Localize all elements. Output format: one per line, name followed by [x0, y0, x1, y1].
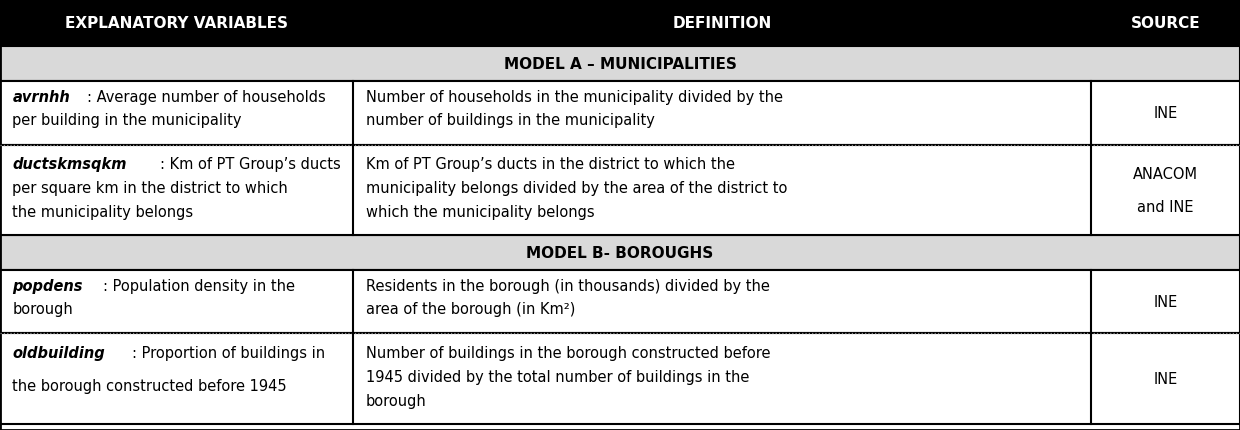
Text: number of buildings in the municipality: number of buildings in the municipality: [366, 113, 655, 128]
Text: : Average number of households: : Average number of households: [87, 90, 326, 105]
Text: avrnhh: avrnhh: [12, 90, 71, 105]
Text: the borough constructed before 1945: the borough constructed before 1945: [12, 378, 286, 393]
Text: : Proportion of buildings in: : Proportion of buildings in: [133, 345, 325, 360]
Bar: [1091, 270, 1240, 334]
Text: municipality belongs divided by the area of the district to: municipality belongs divided by the area…: [366, 181, 787, 196]
Text: DEFINITION: DEFINITION: [672, 16, 773, 31]
Bar: [353, 82, 1091, 145]
Text: oldbuilding: oldbuilding: [12, 345, 105, 360]
Bar: [353, 270, 1091, 334]
Text: and INE: and INE: [1137, 199, 1194, 214]
Text: borough: borough: [366, 393, 427, 408]
Bar: [1091, 82, 1240, 145]
Bar: [353, 0, 1091, 47]
Bar: [0, 334, 353, 424]
Bar: [0, 145, 1240, 236]
Bar: [1091, 0, 1240, 47]
Text: INE: INE: [1153, 295, 1178, 309]
Text: Number of buildings in the borough constructed before: Number of buildings in the borough const…: [366, 345, 770, 360]
Text: which the municipality belongs: which the municipality belongs: [366, 205, 594, 220]
Text: SOURCE: SOURCE: [1131, 16, 1200, 31]
Text: 1945 divided by the total number of buildings in the: 1945 divided by the total number of buil…: [366, 369, 749, 384]
Text: per building in the municipality: per building in the municipality: [12, 113, 242, 128]
Bar: [0, 82, 1240, 145]
Text: : Km of PT Group’s ducts: : Km of PT Group’s ducts: [160, 157, 341, 172]
Text: MODEL B- BOROUGHS: MODEL B- BOROUGHS: [526, 246, 714, 260]
Bar: [0, 82, 353, 145]
Bar: [1091, 334, 1240, 424]
Bar: [0, 236, 1240, 270]
Text: EXPLANATORY VARIABLES: EXPLANATORY VARIABLES: [66, 16, 288, 31]
Text: INE: INE: [1153, 372, 1178, 386]
Bar: [1091, 145, 1240, 236]
Text: the municipality belongs: the municipality belongs: [12, 205, 193, 220]
Text: ductskmsqkm: ductskmsqkm: [12, 157, 126, 172]
Bar: [0, 334, 1240, 424]
Text: MODEL A – MUNICIPALITIES: MODEL A – MUNICIPALITIES: [503, 57, 737, 72]
Bar: [0, 270, 353, 334]
Text: : Population density in the: : Population density in the: [103, 278, 295, 293]
Bar: [0, 270, 1240, 334]
Bar: [353, 334, 1091, 424]
Text: borough: borough: [12, 301, 73, 316]
Text: Residents in the borough (in thousands) divided by the: Residents in the borough (in thousands) …: [366, 278, 770, 293]
Bar: [0, 0, 353, 47]
Bar: [0, 145, 353, 236]
Text: area of the borough (in Km²): area of the borough (in Km²): [366, 301, 575, 316]
Text: popdens: popdens: [12, 278, 83, 293]
Text: Km of PT Group’s ducts in the district to which the: Km of PT Group’s ducts in the district t…: [366, 157, 735, 172]
Text: per square km in the district to which: per square km in the district to which: [12, 181, 288, 196]
Bar: [0, 47, 1240, 82]
Text: INE: INE: [1153, 106, 1178, 121]
Bar: [353, 145, 1091, 236]
Text: Number of households in the municipality divided by the: Number of households in the municipality…: [366, 90, 782, 105]
Text: ANACOM: ANACOM: [1133, 167, 1198, 182]
